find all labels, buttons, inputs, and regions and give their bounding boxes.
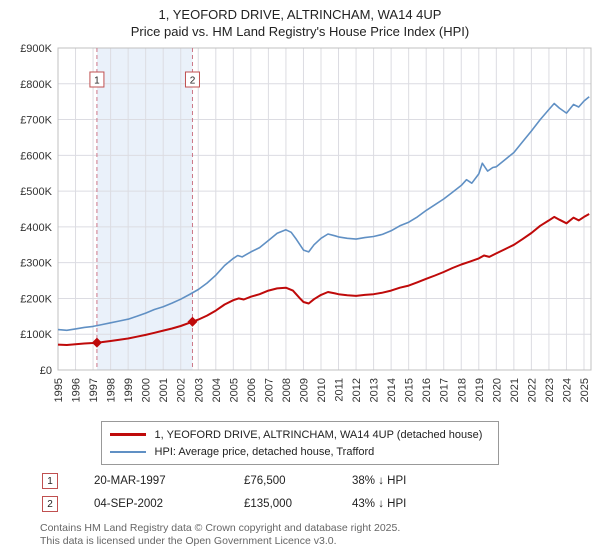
svg-text:2012: 2012 — [351, 378, 363, 402]
svg-text:2008: 2008 — [281, 378, 293, 402]
attribution-footer: Contains HM Land Registry data © Crown c… — [40, 522, 600, 548]
svg-text:2022: 2022 — [526, 378, 538, 402]
transaction-1-hpi-delta: 38% ↓ HPI — [352, 475, 407, 487]
svg-text:£600K: £600K — [20, 150, 52, 162]
svg-text:2004: 2004 — [211, 378, 223, 402]
svg-text:£800K: £800K — [20, 79, 52, 91]
svg-text:2018: 2018 — [456, 378, 468, 402]
svg-text:2024: 2024 — [561, 378, 573, 402]
hpi-line-swatch — [109, 450, 146, 453]
chart-container: £0 £100K £200K £300K £400K £500K £600K £700K £80… — [0, 40, 600, 419]
legend-property-label: 1, YEOFORD DRIVE, ALTRINCHAM, WA14 4UP (… — [154, 428, 483, 441]
svg-text:2006: 2006 — [246, 378, 258, 402]
svg-text:2025: 2025 — [579, 378, 591, 402]
svg-text:2020: 2020 — [491, 378, 503, 402]
svg-text:£200K: £200K — [20, 293, 52, 305]
svg-text:£100K: £100K — [20, 329, 52, 341]
svg-text:2019: 2019 — [474, 378, 486, 402]
svg-text:2021: 2021 — [509, 378, 521, 402]
property-line-swatch — [109, 433, 146, 436]
svg-text:2003: 2003 — [193, 378, 205, 402]
svg-text:2017: 2017 — [439, 378, 451, 402]
svg-text:2010: 2010 — [316, 378, 328, 402]
svg-text:£300K: £300K — [20, 258, 52, 270]
svg-text:£500K: £500K — [20, 186, 52, 198]
svg-text:2001: 2001 — [158, 378, 170, 402]
svg-text:1998: 1998 — [106, 378, 118, 402]
svg-text:1997: 1997 — [88, 378, 100, 402]
svg-text:1999: 1999 — [123, 378, 135, 402]
page-subtitle: Price paid vs. HM Land Registry's House … — [130, 24, 470, 39]
svg-text:1995: 1995 — [53, 378, 65, 402]
svg-text:2014: 2014 — [386, 378, 398, 402]
svg-text:2013: 2013 — [369, 378, 381, 402]
chart-legend: 1, YEOFORD DRIVE, ALTRINCHAM, WA14 4UP (… — [100, 421, 500, 465]
transaction-2-date: 04-SEP-2002 — [94, 498, 164, 510]
svg-text:£0: £0 — [40, 365, 52, 377]
svg-text:2002: 2002 — [176, 378, 188, 402]
chart-header: 1, YEOFORD DRIVE, ALTRINCHAM, WA14 4UP P… — [0, 0, 600, 40]
svg-text:2015: 2015 — [404, 378, 416, 402]
legend-hpi-label: HPI: Average price, detached house, Traf… — [154, 445, 375, 458]
svg-text:£900K: £900K — [20, 43, 52, 55]
price-chart: £0 £100K £200K £300K £400K £500K £600K £700K £80… — [20, 43, 592, 402]
svg-text:£400K: £400K — [20, 222, 52, 234]
footer-line-2: This data is licensed under the Open Gov… — [40, 535, 337, 547]
legend-entry-property: 1, YEOFORD DRIVE, ALTRINCHAM, WA14 4UP (… — [109, 426, 483, 443]
svg-text:2011: 2011 — [334, 378, 346, 402]
legend-entry-hpi: HPI: Average price, detached house, Traf… — [109, 443, 483, 460]
transaction-1-price: £76,500 — [244, 475, 286, 487]
transaction-row-2: 2 04-SEP-2002 £135,000 43% ↓ HPI — [42, 496, 600, 512]
svg-text:1: 1 — [94, 76, 100, 87]
svg-text:2: 2 — [190, 76, 196, 87]
svg-text:1996: 1996 — [71, 378, 83, 402]
svg-text:2005: 2005 — [228, 378, 240, 402]
page-title: 1, YEOFORD DRIVE, ALTRINCHAM, WA14 4UP — [158, 7, 442, 22]
transaction-1-marker: 1 — [42, 473, 58, 489]
transaction-row-1: 1 20-MAR-1997 £76,500 38% ↓ HPI — [42, 473, 600, 489]
svg-text:2023: 2023 — [544, 378, 556, 402]
svg-text:2009: 2009 — [298, 378, 310, 402]
transaction-2-marker: 2 — [42, 496, 58, 512]
svg-text:2007: 2007 — [263, 378, 275, 402]
transaction-2-hpi-delta: 43% ↓ HPI — [352, 498, 407, 510]
svg-text:2000: 2000 — [141, 378, 153, 402]
svg-text:2016: 2016 — [421, 378, 433, 402]
svg-text:£700K: £700K — [20, 115, 52, 127]
footer-line-1: Contains HM Land Registry data © Crown c… — [40, 522, 401, 534]
transaction-2-price: £135,000 — [244, 498, 292, 510]
transaction-1-date: 20-MAR-1997 — [94, 475, 166, 487]
